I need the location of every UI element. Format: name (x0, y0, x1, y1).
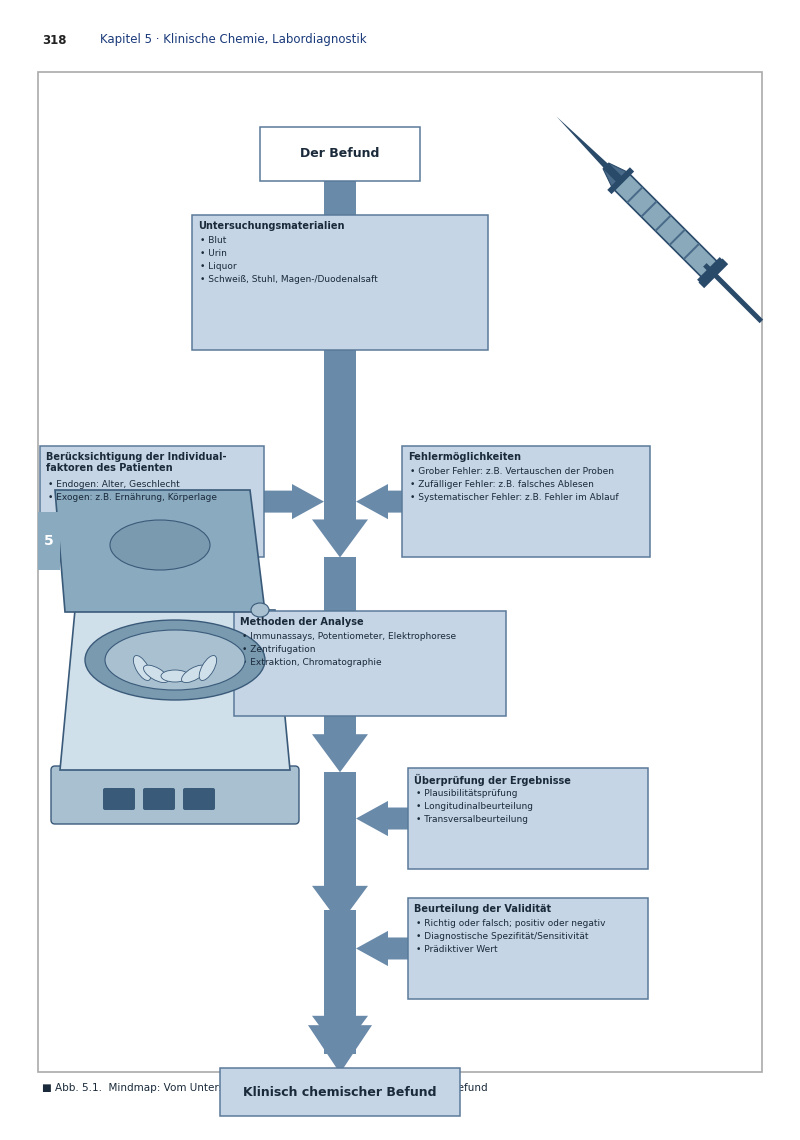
Text: Untersuchungsmaterialien: Untersuchungsmaterialien (198, 221, 345, 231)
Polygon shape (356, 801, 408, 836)
Text: • Longitudinalbeurteilung: • Longitudinalbeurteilung (416, 803, 533, 812)
Text: • Zentrifugation: • Zentrifugation (242, 645, 316, 654)
Text: • Immunassays, Potentiometer, Elektrophorese: • Immunassays, Potentiometer, Elektropho… (242, 632, 457, 641)
FancyBboxPatch shape (38, 72, 762, 1072)
Polygon shape (654, 214, 672, 231)
Text: • Liquor: • Liquor (200, 262, 237, 271)
Polygon shape (669, 229, 686, 246)
FancyBboxPatch shape (324, 557, 356, 625)
FancyBboxPatch shape (260, 127, 420, 181)
Polygon shape (312, 625, 368, 772)
Ellipse shape (85, 620, 265, 700)
Polygon shape (698, 259, 728, 288)
Polygon shape (612, 172, 720, 279)
Text: • Plausibilitätsprüfung: • Plausibilitätsprüfung (416, 789, 518, 798)
Ellipse shape (182, 665, 206, 683)
Text: Fehlermöglichkeiten: Fehlermöglichkeiten (408, 451, 522, 462)
Polygon shape (308, 1025, 372, 1073)
Text: Überprüfung der Ergebnisse: Überprüfung der Ergebnisse (414, 774, 571, 787)
Text: Kapitel 5 · Klinische Chemie, Labordiagnostik: Kapitel 5 · Klinische Chemie, Labordiagn… (100, 33, 366, 47)
FancyBboxPatch shape (220, 1068, 460, 1116)
FancyBboxPatch shape (234, 611, 506, 716)
Polygon shape (55, 490, 265, 612)
Text: Klinisch chemischer Befund: Klinisch chemischer Befund (243, 1085, 437, 1099)
Polygon shape (603, 163, 628, 188)
Polygon shape (356, 484, 402, 519)
Text: 5: 5 (44, 534, 54, 548)
Polygon shape (312, 781, 368, 923)
FancyBboxPatch shape (402, 446, 650, 557)
Ellipse shape (161, 670, 189, 682)
Polygon shape (697, 258, 724, 284)
Text: Berücksichtigung der Individual-
faktoren des Patienten: Berücksichtigung der Individual- faktore… (46, 451, 226, 473)
FancyBboxPatch shape (324, 1025, 356, 1053)
Polygon shape (683, 243, 700, 260)
Text: Methoden der Analyse: Methoden der Analyse (241, 617, 364, 627)
Ellipse shape (251, 603, 269, 617)
Text: • Richtig oder falsch; positiv oder negativ: • Richtig oder falsch; positiv oder nega… (416, 919, 606, 928)
FancyBboxPatch shape (408, 898, 648, 999)
Ellipse shape (134, 656, 151, 681)
FancyBboxPatch shape (103, 788, 135, 811)
Ellipse shape (110, 520, 210, 570)
Text: • Grober Fehler: z.B. Vertauschen der Proben: • Grober Fehler: z.B. Vertauschen der Pr… (410, 466, 614, 475)
Text: • Transversalbeurteilung: • Transversalbeurteilung (416, 815, 528, 824)
Text: • Endogen: Alter, Geschlecht: • Endogen: Alter, Geschlecht (48, 480, 180, 489)
FancyBboxPatch shape (38, 512, 60, 570)
Polygon shape (641, 201, 658, 218)
Text: • Extraktion, Chromatographie: • Extraktion, Chromatographie (242, 658, 382, 667)
FancyBboxPatch shape (324, 772, 356, 781)
FancyBboxPatch shape (324, 181, 356, 215)
Text: • Urin: • Urin (200, 250, 227, 259)
Polygon shape (356, 931, 408, 966)
Polygon shape (264, 484, 324, 519)
Text: • Exogen: z.B. Ernährung, Körperlage: • Exogen: z.B. Ernährung, Körperlage (48, 492, 217, 502)
FancyBboxPatch shape (183, 788, 215, 811)
Polygon shape (607, 168, 634, 194)
Text: 318: 318 (42, 33, 66, 47)
Text: • Blut: • Blut (200, 236, 226, 245)
Ellipse shape (105, 630, 245, 690)
FancyBboxPatch shape (192, 215, 488, 350)
Text: • Diagnostische Spezifität/Sensitivität: • Diagnostische Spezifität/Sensitivität (416, 933, 589, 942)
FancyBboxPatch shape (324, 911, 356, 923)
Text: Der Befund: Der Befund (300, 147, 380, 161)
Polygon shape (556, 116, 608, 168)
Text: • Systematischer Fehler: z.B. Fehler im Ablauf: • Systematischer Fehler: z.B. Fehler im … (410, 492, 619, 502)
FancyBboxPatch shape (408, 768, 648, 869)
FancyBboxPatch shape (143, 788, 175, 811)
Text: Beurteilung der Validität: Beurteilung der Validität (414, 904, 551, 914)
FancyBboxPatch shape (51, 766, 299, 824)
Text: • Zufälliger Fehler: z.B. falsches Ablesen: • Zufälliger Fehler: z.B. falsches Ables… (410, 480, 594, 489)
Text: ■ Abb. 5.1.  Mindmap: Vom Untersuchungsmaterial zum klinisch-chemischen Befund: ■ Abb. 5.1. Mindmap: Vom Untersuchungsma… (42, 1083, 488, 1093)
FancyBboxPatch shape (40, 446, 264, 557)
Polygon shape (312, 350, 368, 557)
Polygon shape (312, 911, 368, 1053)
Polygon shape (626, 186, 643, 203)
Ellipse shape (143, 665, 169, 683)
Ellipse shape (199, 656, 217, 681)
Polygon shape (603, 163, 623, 182)
Polygon shape (703, 263, 763, 323)
Polygon shape (60, 610, 290, 770)
Text: • Schweiß, Stuhl, Magen-/Duodenalsaft: • Schweiß, Stuhl, Magen-/Duodenalsaft (200, 276, 378, 285)
Text: • Prädiktiver Wert: • Prädiktiver Wert (416, 945, 498, 954)
